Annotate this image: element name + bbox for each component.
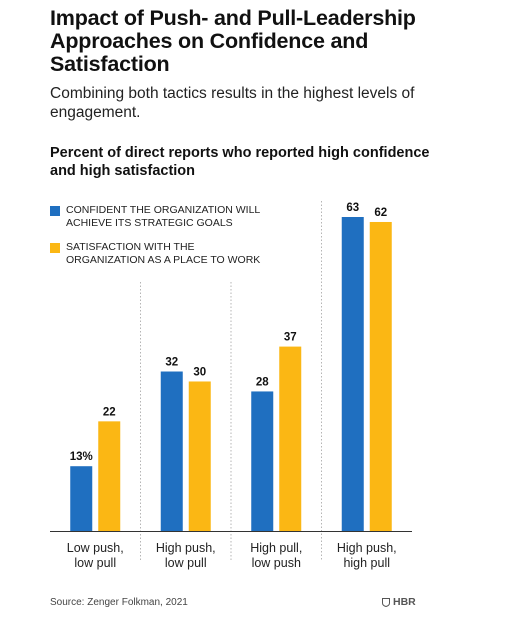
bar-value-label: 22	[103, 406, 116, 418]
chart-title: Impact of Push- and Pull-Leadership Appr…	[50, 6, 416, 76]
legend-item-satisfaction: SATISFACTION WITH THE ORGANIZATION AS A …	[50, 241, 276, 266]
source-note: Source: Zenger Folkman, 2021	[50, 597, 188, 608]
category-label: low pull	[165, 556, 207, 570]
bar	[341, 217, 364, 531]
bar-value-label: 30	[193, 366, 206, 378]
bar	[369, 221, 392, 531]
category-label: high pull	[343, 556, 390, 570]
chart-subtitle: Combining both tactics results in the hi…	[50, 85, 415, 121]
chart-heading: Percent of direct reports who reported h…	[50, 145, 430, 179]
legend-item-confidence: CONFIDENT THE ORGANIZATION WILL ACHIEVE …	[50, 204, 276, 229]
category-label: High pull,	[250, 541, 302, 555]
bar	[70, 466, 93, 531]
brand-label: HBR	[393, 596, 416, 608]
category-label: High push,	[337, 541, 397, 555]
bar	[98, 421, 121, 531]
brand-logo: HBR	[382, 596, 416, 608]
legend-swatch-satisfaction	[50, 243, 60, 253]
bar-value-label: 37	[284, 332, 297, 344]
bar	[188, 381, 211, 531]
category-label: low push	[252, 556, 301, 570]
category-label: High push,	[156, 541, 216, 555]
bar	[251, 391, 274, 531]
bar-value-label: 13%	[70, 451, 93, 463]
bar	[160, 371, 183, 531]
shield-icon	[382, 597, 390, 607]
bar-value-label: 32	[165, 357, 178, 369]
bar-value-label: 28	[256, 376, 269, 388]
category-label: low pull	[74, 556, 116, 570]
bar-value-label: 63	[346, 202, 359, 214]
bar	[279, 346, 302, 531]
legend-swatch-confidence	[50, 206, 60, 216]
legend-label-satisfaction: SATISFACTION WITH THE ORGANIZATION AS A …	[66, 241, 261, 266]
legend-label-confidence: CONFIDENT THE ORGANIZATION WILL ACHIEVE …	[66, 204, 260, 229]
category-label: Low push,	[67, 541, 124, 555]
bar-value-label: 62	[374, 207, 387, 219]
